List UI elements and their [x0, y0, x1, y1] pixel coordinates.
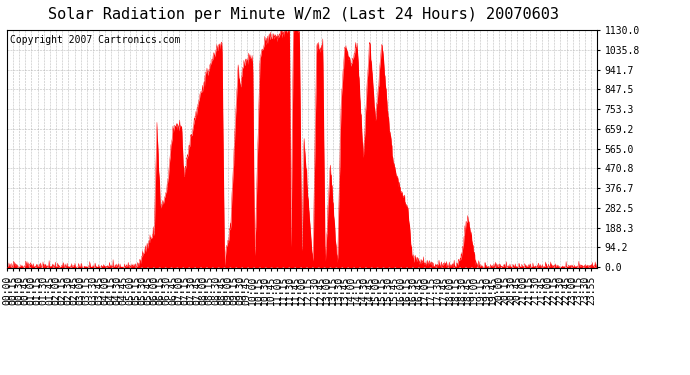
Text: Copyright 2007 Cartronics.com: Copyright 2007 Cartronics.com — [10, 35, 180, 45]
Text: Solar Radiation per Minute W/m2 (Last 24 Hours) 20070603: Solar Radiation per Minute W/m2 (Last 24… — [48, 8, 559, 22]
